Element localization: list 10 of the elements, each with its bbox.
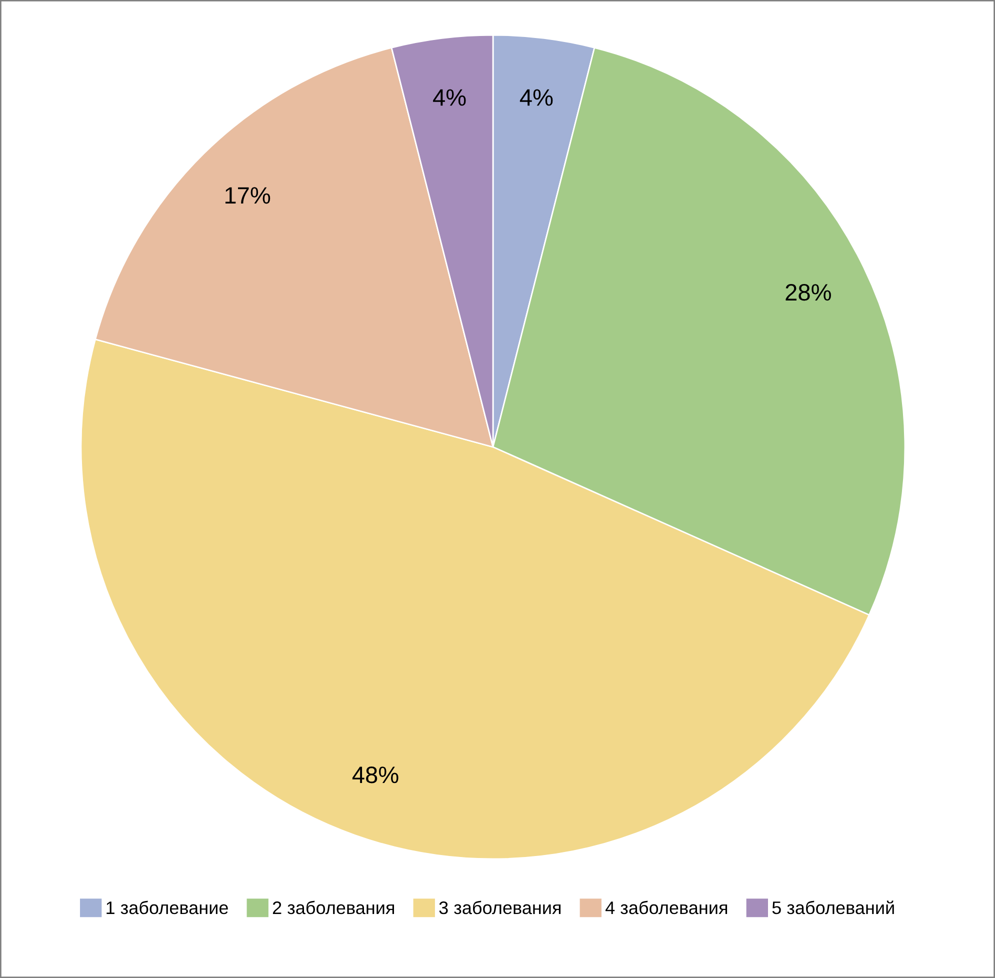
data-label: 48% — [352, 766, 398, 784]
data-label: 4% — [433, 89, 466, 106]
legend-label: 5 заболеваний — [772, 900, 894, 914]
data-label: 28% — [786, 284, 831, 301]
legend-label: 1 заболевание — [106, 900, 228, 914]
legend-label: 4 заболевания — [606, 900, 728, 914]
legend-label: 2 заболевания — [272, 900, 394, 914]
legend-label: 3 заболевания — [439, 900, 561, 914]
data-label: 17% — [225, 187, 270, 204]
data-label: 4% — [520, 89, 553, 106]
